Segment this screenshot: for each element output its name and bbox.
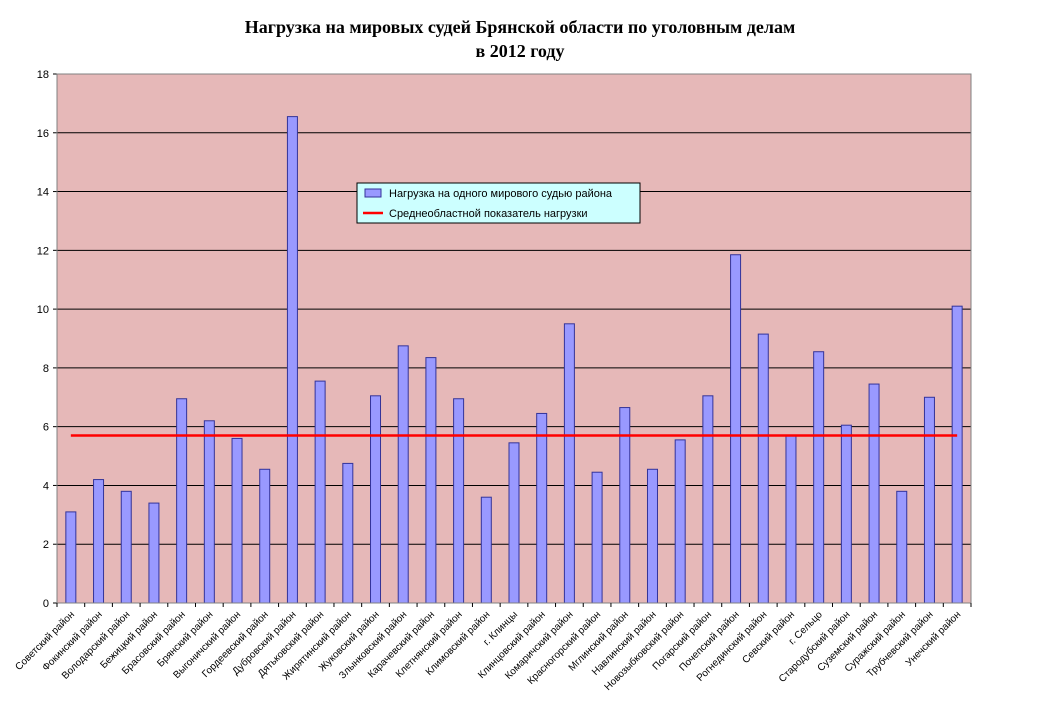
bar <box>453 398 465 604</box>
bar <box>314 380 326 604</box>
bar <box>342 462 354 604</box>
bar <box>730 254 742 604</box>
bar <box>536 412 548 604</box>
bar <box>785 434 797 604</box>
bar <box>370 395 382 604</box>
bar <box>148 502 160 604</box>
legend-label-bar: Нагрузка на одного мирового судью района <box>389 188 613 200</box>
y-tick-label: 14 <box>37 187 49 199</box>
bar <box>646 468 658 604</box>
bar <box>231 437 243 604</box>
bar <box>702 395 714 604</box>
bar <box>674 439 686 604</box>
bar <box>563 323 575 604</box>
bar <box>951 305 963 604</box>
legend-box <box>356 182 641 224</box>
chart-title-line-2: в 2012 году <box>475 41 564 61</box>
bar <box>397 345 409 604</box>
y-tick-label: 18 <box>37 69 49 81</box>
bar <box>425 357 437 604</box>
bar <box>896 490 908 604</box>
y-tick-label: 10 <box>37 304 49 316</box>
legend-label-line: Среднеобластной показатель нагрузки <box>389 208 588 220</box>
bar <box>757 333 769 604</box>
bar <box>508 442 520 604</box>
legend-swatch-bar <box>364 188 382 198</box>
bar <box>619 407 631 604</box>
y-tick-label: 16 <box>37 128 49 140</box>
bar <box>203 420 215 604</box>
y-tick-label: 8 <box>43 363 49 375</box>
y-tick-label: 0 <box>43 598 49 610</box>
bar <box>259 468 271 604</box>
bar <box>286 116 298 604</box>
bar <box>591 471 603 604</box>
bar <box>868 383 880 604</box>
plot-border <box>56 73 972 604</box>
y-tick-label: 2 <box>43 539 49 551</box>
y-tick-label: 12 <box>37 245 49 257</box>
bars <box>65 116 963 604</box>
bar <box>120 490 132 604</box>
bar <box>480 496 492 604</box>
bar <box>840 424 852 604</box>
y-tick-label: 6 <box>43 422 49 434</box>
y-tick-label: 4 <box>43 480 49 492</box>
bar <box>93 479 105 604</box>
legend: Нагрузка на одного мирового судью района… <box>356 182 641 224</box>
bar <box>923 396 935 604</box>
bar <box>813 351 825 604</box>
chart-title-line-1: Нагрузка на мировых судей Брянской облас… <box>245 17 795 37</box>
bar <box>65 511 77 604</box>
bar <box>176 398 188 604</box>
